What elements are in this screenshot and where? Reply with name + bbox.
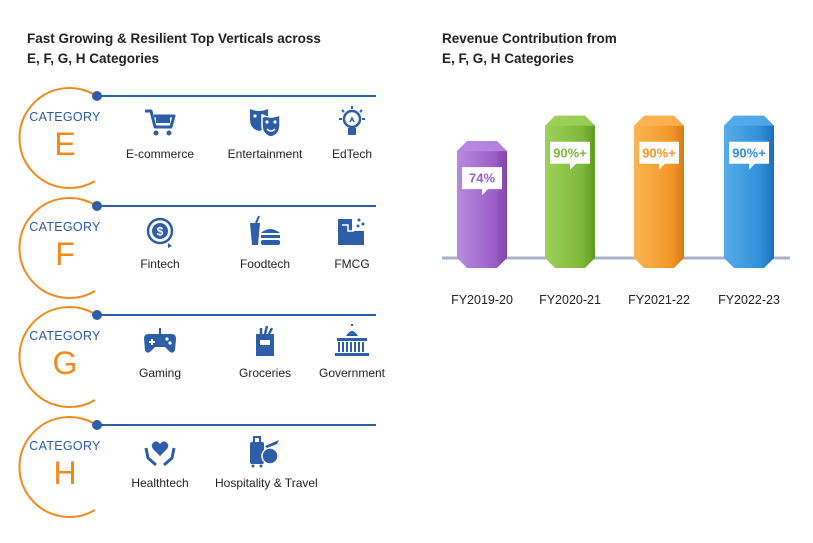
vertical-ecommerce-label: E-commerce: [125, 147, 194, 161]
vertical-healthtech-label: Healthtech: [131, 476, 189, 490]
x-tick-label-FY2021-22: FY2021-22: [628, 293, 690, 307]
category-e-letter: E: [54, 126, 76, 162]
chart-title-line2: E, F, G, H Categories: [442, 51, 575, 66]
category-f-divider: [100, 205, 376, 207]
left-panel-title: Fast Growing & Resilient Top Verticals a…: [27, 29, 321, 69]
bar-cap-FY2019-20: [457, 141, 507, 152]
theater-masks-icon: [250, 109, 281, 138]
vertical-hospitality-travel: Hospitality & Travel: [215, 434, 318, 490]
category-g-letter: G: [52, 345, 78, 381]
category-f-arc: [18, 197, 102, 299]
vertical-foodtech-label: Foodtech: [239, 257, 291, 271]
heart-hands-icon: [144, 441, 176, 467]
vertical-fmcg: FMCG: [302, 215, 402, 271]
category-g-arc: [18, 306, 102, 408]
value-label-box-FY2021-22: [639, 141, 679, 170]
vertical-fmcg-label: FMCG: [334, 257, 370, 271]
value-label-box-FY2020-21: [550, 141, 590, 170]
vertical-groceries: Groceries: [215, 324, 315, 380]
category-h-letter: H: [53, 455, 77, 491]
vertical-hospitality-travel-label: Hospitality & Travel: [215, 476, 318, 490]
vertical-gaming: Gaming: [110, 324, 210, 380]
chart-title-line1: Revenue Contribution from: [442, 31, 617, 46]
bar-FY2022-23: [724, 115, 774, 268]
category-h-divider: [100, 424, 376, 426]
vertical-fintech: $ Fintech: [110, 215, 210, 271]
x-tick-label-FY2020-21: FY2020-21: [539, 293, 601, 307]
category-f-row: CATEGORY F $ Fintech Foodtech FMCG: [0, 196, 400, 306]
vertical-healthtech: Healthtech: [110, 434, 210, 490]
revenue-contribution-chart: 74% FY2019-20 90%+ FY2020-21 90%+ FY2021-22 90…: [442, 115, 790, 307]
x-tick-label-FY2019-20: FY2019-20: [451, 293, 513, 307]
category-e-arc: [18, 87, 102, 189]
category-g-divider: [100, 314, 376, 316]
x-tick-label-FY2022-23: FY2022-23: [718, 293, 780, 307]
vertical-groceries-label: Groceries: [238, 366, 291, 380]
value-label-FY2021-22: 90%+: [642, 145, 676, 160]
chart-title: Revenue Contribution from E, F, G, H Cat…: [442, 29, 617, 69]
bar-FY2019-20: [457, 141, 507, 268]
vertical-government-label: Government: [318, 366, 386, 380]
svg-text:$: $: [157, 225, 164, 239]
category-g-word: CATEGORY: [29, 329, 101, 343]
vertical-edtech: EdTech: [302, 105, 402, 161]
value-label-box-FY2019-20: [462, 167, 502, 196]
lightbulb-icon: [339, 106, 365, 135]
bar-FY2020-21: [545, 115, 595, 268]
value-label-FY2022-23: 90%+: [732, 145, 766, 160]
vertical-gaming-label: Gaming: [138, 366, 182, 380]
grocery-bag-icon: [256, 325, 274, 356]
left-panel-title-line1: Fast Growing & Resilient Top Verticals a…: [27, 31, 321, 46]
gamepad-icon: [144, 328, 176, 353]
category-g-row: CATEGORY G Gaming Groceries Government: [0, 305, 400, 415]
bar-FY2021-22: [634, 115, 684, 268]
value-label-FY2020-21: 90%+: [553, 145, 587, 160]
luggage-plane-icon: [250, 436, 279, 468]
category-f-word: CATEGORY: [29, 220, 101, 234]
category-h-arc: [18, 416, 102, 518]
bar-cap-FY2021-22: [634, 115, 684, 126]
vertical-entertainment-label: Entertainment: [227, 147, 303, 161]
category-e-row: CATEGORY E E-commerce Entertainment EdTe…: [0, 86, 400, 196]
category-e-divider: [100, 95, 376, 97]
value-label-box-FY2022-23: [729, 141, 769, 170]
bar-cap-FY2020-21: [545, 115, 595, 126]
capitol-building-icon: [335, 324, 369, 356]
shopping-cart-icon: [145, 109, 176, 136]
vertical-edtech-label: EdTech: [331, 147, 373, 161]
dollar-coin-icon: $: [146, 217, 174, 248]
vertical-fintech-label: Fintech: [140, 257, 180, 271]
burger-drink-icon: [250, 215, 280, 245]
products-icon: [338, 218, 365, 245]
vertical-government: Government: [302, 324, 402, 380]
vertical-ecommerce: E-commerce: [110, 105, 210, 161]
vertical-entertainment: Entertainment: [215, 105, 315, 161]
category-h-word: CATEGORY: [29, 439, 101, 453]
left-panel-title-line2: E, F, G, H Categories: [27, 51, 160, 66]
category-e-word: CATEGORY: [29, 110, 101, 124]
bar-cap-FY2022-23: [724, 115, 774, 126]
category-f-letter: F: [55, 236, 75, 272]
value-label-FY2019-20: 74%: [469, 171, 495, 186]
vertical-foodtech: Foodtech: [215, 215, 315, 271]
category-h-row: CATEGORY H Healthtech Hospitality & Trav…: [0, 415, 400, 525]
